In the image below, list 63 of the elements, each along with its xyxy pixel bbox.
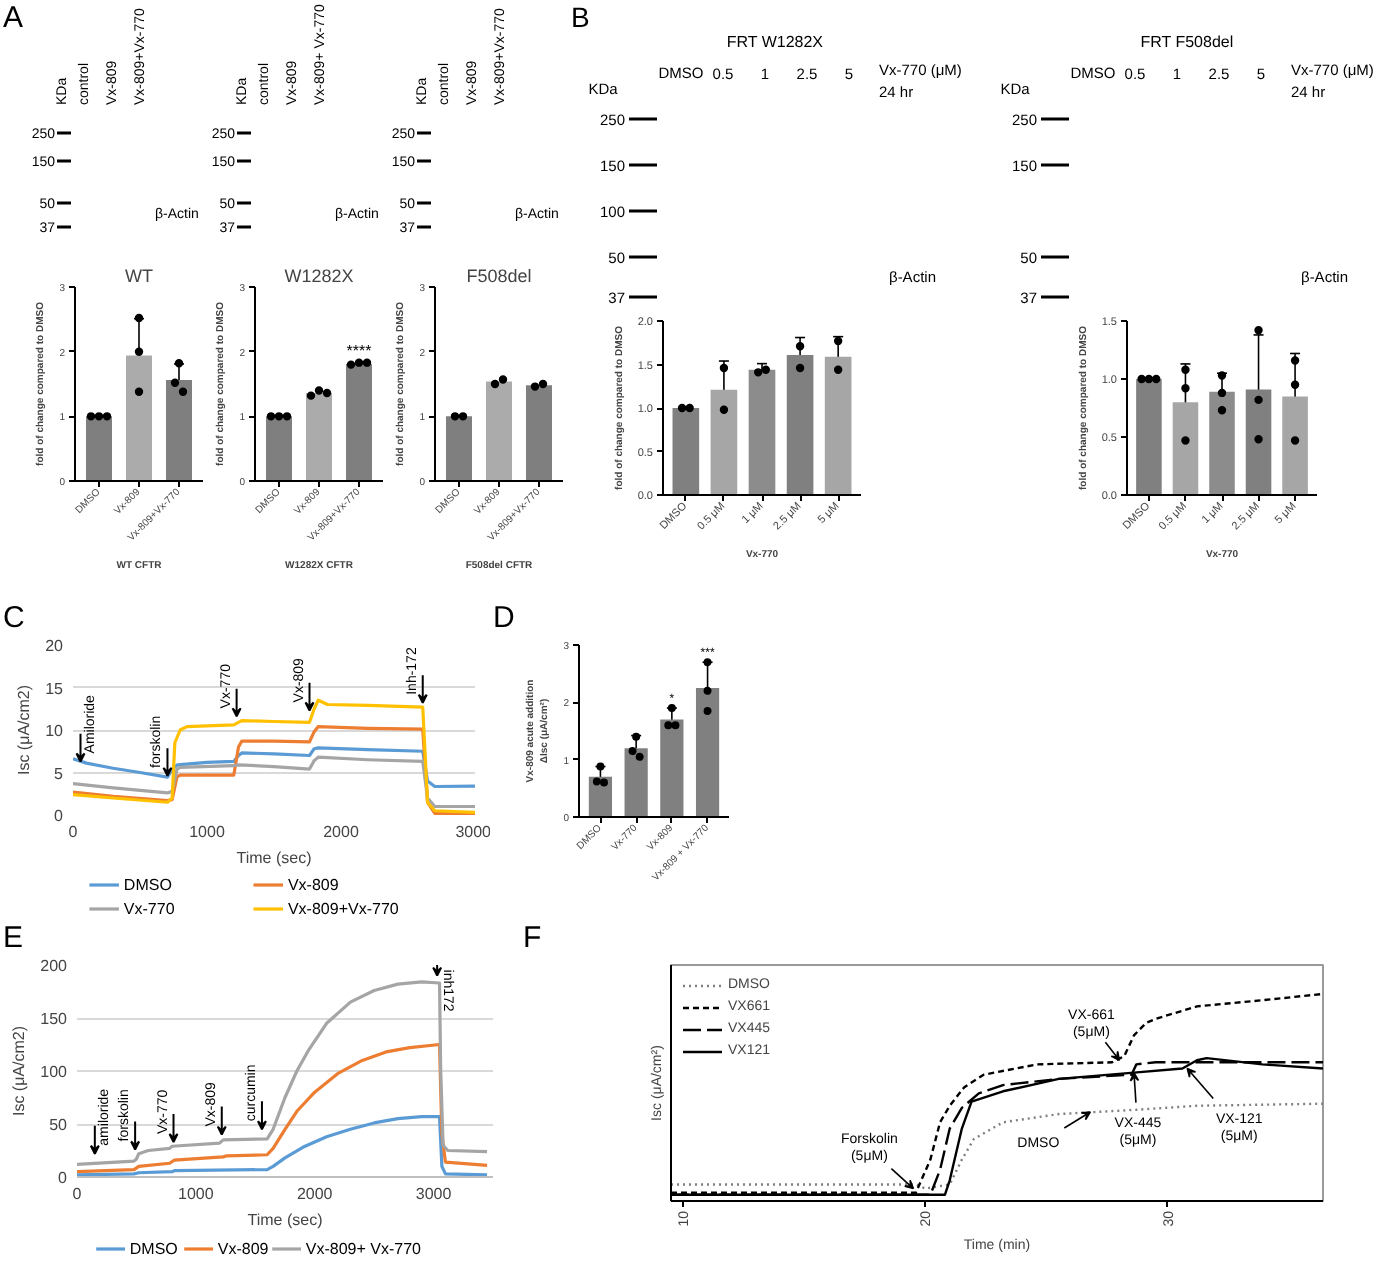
bar: [786, 354, 814, 495]
legend-label: Vx-809+ Vx-770: [305, 1240, 423, 1258]
chart-title: F508del: [466, 266, 532, 286]
x-tick-label: 1000: [189, 823, 226, 841]
text: FRT W1282X: [726, 33, 825, 51]
y-tick-label: 200: [40, 957, 69, 975]
y-tick-label: 10: [45, 722, 65, 740]
x-tick-label: 3000: [415, 1185, 453, 1203]
x-tick-label: 2000: [296, 1185, 334, 1203]
bar: [1282, 396, 1308, 495]
bar: [748, 369, 776, 495]
bar: [1136, 379, 1162, 495]
bar: [86, 416, 112, 481]
bar: [526, 385, 552, 481]
bar: [1209, 391, 1235, 495]
bar: [1172, 402, 1199, 495]
x-tick-label: 0: [72, 1185, 83, 1203]
text: FRT F508del: [1140, 33, 1234, 51]
bar: [486, 381, 512, 481]
bar: [824, 356, 852, 495]
x-tick-label: 3000: [455, 823, 493, 841]
legend-label: DMSO: [123, 876, 172, 894]
y-tick-label: 100: [40, 1063, 69, 1081]
bar: [306, 393, 332, 481]
text: C: [3, 601, 25, 635]
bar: [672, 408, 700, 495]
text: E: [3, 921, 24, 955]
text: A: [3, 1, 24, 35]
bar: [695, 688, 720, 817]
text: F: [523, 921, 542, 955]
y-axis-title: Isc (μA/cm2): [10, 1025, 29, 1117]
legend-label: Vx-809+Vx-770: [287, 900, 400, 918]
chart-title: WT: [125, 266, 154, 286]
line-series: [77, 1042, 489, 1174]
y-tick-label: 15: [45, 679, 65, 698]
bar: [624, 748, 648, 817]
chart-title: W1282X: [284, 266, 354, 286]
bar: [266, 416, 292, 481]
x-axis-title: Time (sec): [236, 849, 313, 867]
bar: [660, 719, 684, 817]
y-tick-label: 5: [54, 764, 65, 783]
y-tick-label: 0: [54, 807, 65, 825]
x-axis-title: Time (sec): [247, 1211, 324, 1229]
y-axis-title: Isc (μA/cm2): [15, 684, 34, 776]
annotation: ****: [346, 342, 372, 361]
bar: [126, 355, 152, 481]
legend-label: Vx-770: [123, 900, 176, 918]
y-tick-label: 0: [58, 1169, 69, 1187]
x-tick-label: 2000: [323, 823, 360, 841]
legend-label: DMSO: [129, 1240, 178, 1258]
text: D: [493, 601, 515, 635]
bar: [446, 416, 472, 481]
bar: [1245, 389, 1272, 495]
bar: [346, 363, 372, 481]
bar: [166, 380, 192, 481]
legend-label: Vx-809: [217, 1240, 270, 1258]
y-tick-label: 20: [45, 637, 65, 655]
y-tick-label: 150: [40, 1010, 69, 1028]
bar: [710, 389, 738, 495]
y-tick-label: 50: [49, 1116, 69, 1134]
x-tick-label: 1000: [178, 1185, 215, 1203]
text: B: [571, 1, 590, 33]
legend-label: Vx-809: [287, 876, 340, 894]
